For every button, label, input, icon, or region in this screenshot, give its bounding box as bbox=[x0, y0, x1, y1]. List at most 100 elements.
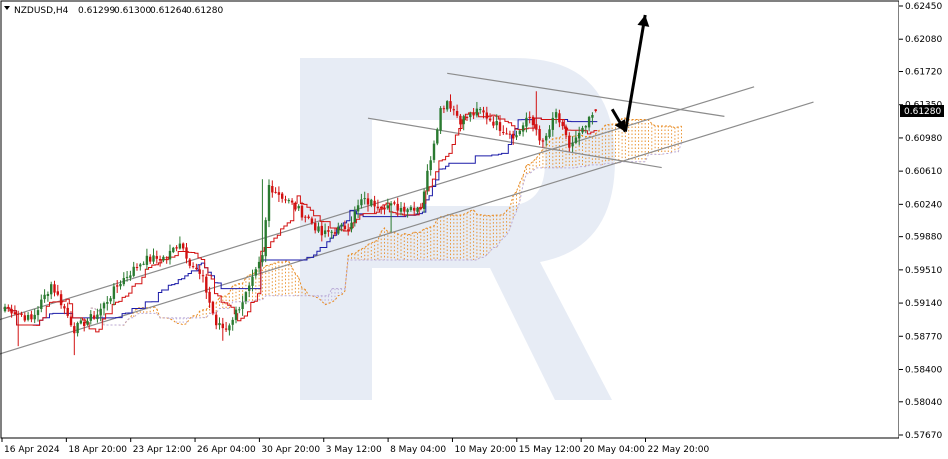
candle bbox=[56, 284, 59, 297]
dropdown-triangle-icon[interactable] bbox=[4, 6, 10, 10]
candle-body bbox=[33, 314, 36, 320]
candle-body bbox=[399, 208, 403, 212]
candle-body bbox=[422, 191, 426, 209]
candle-body bbox=[195, 267, 198, 270]
candle bbox=[505, 127, 508, 135]
candle-body bbox=[502, 132, 505, 133]
candle bbox=[191, 262, 195, 269]
time-tick-label: 30 Apr 20:00 bbox=[261, 445, 320, 455]
price-tick-label: 0.60240 bbox=[905, 200, 942, 210]
candle bbox=[59, 290, 63, 309]
candle-body bbox=[323, 230, 327, 234]
candle bbox=[551, 112, 554, 137]
candle bbox=[548, 125, 551, 139]
candle-body bbox=[413, 207, 416, 211]
candle-body bbox=[172, 247, 175, 253]
time-tick-label: 16 Apr 2024 bbox=[4, 445, 60, 455]
candle-body bbox=[40, 299, 43, 309]
candle-body bbox=[116, 285, 119, 287]
candle bbox=[347, 223, 350, 236]
candle bbox=[23, 312, 26, 323]
last-price-tag bbox=[900, 105, 944, 118]
candle-body bbox=[462, 116, 465, 125]
price-tick-label: 0.57670 bbox=[905, 431, 942, 441]
header-symbol: NZDUSD,H4 bbox=[14, 6, 69, 16]
candle bbox=[535, 91, 538, 136]
candle bbox=[495, 114, 498, 131]
candle bbox=[323, 223, 327, 238]
candle bbox=[122, 272, 125, 287]
candle bbox=[267, 179, 271, 228]
candle bbox=[132, 261, 135, 278]
candle bbox=[205, 273, 208, 299]
candle-body bbox=[300, 205, 304, 218]
candle bbox=[241, 295, 244, 316]
candle bbox=[356, 199, 360, 218]
candle-body bbox=[356, 205, 360, 212]
candle-body bbox=[373, 200, 376, 207]
candle-body bbox=[538, 129, 541, 141]
candle-body bbox=[554, 112, 558, 118]
candle bbox=[373, 195, 376, 214]
candle-body bbox=[119, 283, 122, 287]
candle bbox=[43, 289, 46, 303]
candle bbox=[436, 127, 439, 146]
candle bbox=[13, 305, 17, 316]
candle bbox=[274, 187, 277, 194]
candle-body bbox=[238, 309, 241, 311]
channel-line bbox=[447, 72, 725, 117]
candle bbox=[248, 282, 251, 297]
candle bbox=[459, 113, 462, 132]
candle-body bbox=[139, 264, 142, 267]
candle bbox=[376, 199, 380, 211]
candle-body bbox=[568, 135, 571, 148]
candle-body bbox=[370, 199, 373, 206]
candle-body bbox=[564, 126, 568, 136]
candle-body bbox=[545, 135, 548, 141]
candle-body bbox=[337, 226, 340, 234]
candle-body bbox=[360, 199, 363, 206]
time-tick-label: 18 Apr 20:00 bbox=[68, 445, 127, 455]
price-tick-label: 0.62450 bbox=[905, 2, 942, 12]
candle bbox=[386, 198, 389, 210]
price-axis[interactable]: 0.624500.620800.617200.613500.609800.606… bbox=[899, 0, 948, 459]
candle bbox=[185, 242, 188, 264]
candle bbox=[182, 242, 185, 251]
candle-body bbox=[175, 247, 178, 249]
candle-body bbox=[46, 294, 50, 296]
candle bbox=[53, 280, 56, 297]
candle-body bbox=[591, 115, 594, 118]
candle-body bbox=[406, 209, 409, 213]
candle bbox=[294, 201, 297, 212]
candle-body bbox=[403, 206, 406, 212]
candle-body bbox=[50, 284, 53, 295]
candle bbox=[96, 308, 99, 323]
candle-body bbox=[86, 320, 89, 325]
candle-body bbox=[455, 111, 459, 116]
candle bbox=[7, 304, 10, 312]
candle bbox=[442, 105, 446, 114]
candle bbox=[492, 116, 495, 129]
candle-body bbox=[363, 198, 366, 200]
candle-body bbox=[92, 315, 96, 319]
candle bbox=[228, 323, 231, 336]
candle bbox=[366, 193, 370, 212]
candle bbox=[215, 311, 218, 330]
candle-body bbox=[69, 316, 73, 326]
candle bbox=[277, 186, 281, 202]
candle bbox=[584, 125, 587, 134]
candle bbox=[380, 205, 383, 215]
arrow-head bbox=[637, 14, 650, 27]
time-axis[interactable]: 16 Apr 2024 18 Apr 20:00 23 Apr 12:00 26 Ap… bbox=[0, 438, 899, 459]
candle-body bbox=[320, 225, 323, 236]
time-tick-label: 20 May 04:00 bbox=[583, 445, 645, 455]
candle-body bbox=[287, 200, 290, 202]
candle bbox=[238, 306, 241, 314]
candle bbox=[281, 191, 284, 203]
candle-body bbox=[304, 216, 307, 218]
candle bbox=[109, 295, 112, 305]
candle-body bbox=[254, 269, 257, 276]
candle bbox=[79, 317, 83, 325]
candle-body bbox=[294, 203, 297, 210]
time-tick-label: 10 May 20:00 bbox=[454, 445, 516, 455]
